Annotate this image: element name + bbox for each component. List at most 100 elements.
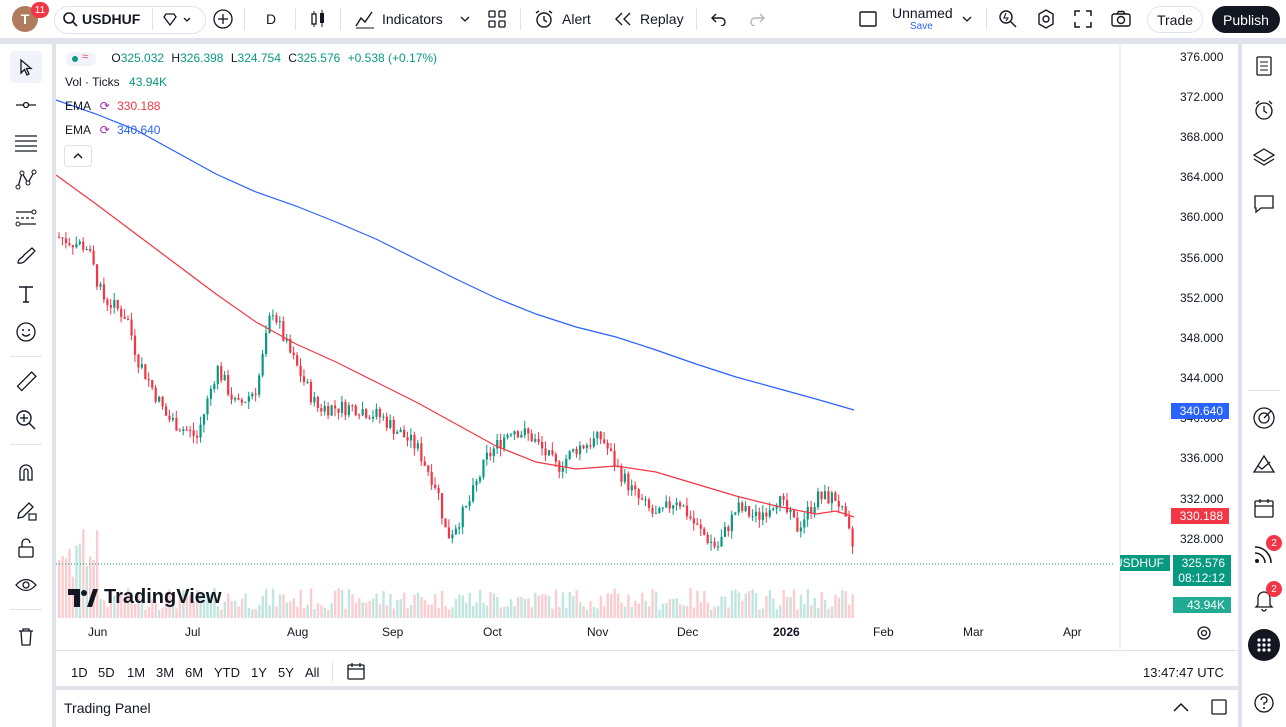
pattern-icon[interactable] [10,164,42,196]
streams-icon[interactable] [1248,538,1280,570]
apps-grid-icon[interactable] [1248,629,1280,661]
help-icon[interactable] [1248,687,1280,719]
zoom-in-icon[interactable] [10,404,42,436]
calendar-icon[interactable] [1248,492,1280,524]
text-tool-icon[interactable] [10,278,42,310]
candles-icon[interactable] [309,0,327,38]
chevron-down-icon[interactable] [460,0,470,38]
alert-button[interactable]: Alert [562,11,591,27]
layout-checkbox-icon[interactable] [858,0,878,38]
date-range-icon[interactable] [346,661,366,686]
magnet-icon[interactable] [10,456,42,488]
pencil-lock-icon[interactable] [10,494,42,526]
range-ytd[interactable]: YTD [214,665,240,680]
candle-body [399,429,402,433]
range-5y[interactable]: 5Y [278,665,294,680]
candle-body [351,405,354,407]
range-3m[interactable]: 3M [156,665,175,680]
range-1y[interactable]: 1Y [251,665,267,680]
legend-volume[interactable]: Vol · Ticks 43.94K [65,75,168,89]
axis-settings-icon[interactable] [1196,625,1212,646]
chevron-up-icon[interactable] [1172,700,1190,718]
candle-body [499,439,502,449]
volume-bar [817,608,820,618]
symbol-name[interactable]: USDHUF [82,11,141,27]
layout-save-label[interactable]: Save [910,20,933,32]
cursor-icon[interactable] [10,51,42,83]
replay-icon[interactable] [614,0,632,38]
tradingview-watermark[interactable]: TradingView [68,586,221,609]
trash-icon[interactable] [10,621,42,653]
horizontal-lines-icon[interactable] [10,127,42,159]
layout-name[interactable]: Unnamed [892,5,953,21]
brush-icon[interactable] [10,240,42,272]
symbol-search[interactable] [54,6,206,34]
volume-bar [68,548,71,618]
undo-icon[interactable] [710,0,728,38]
alarm-clock-icon[interactable] [534,0,554,38]
utc-clock[interactable]: 13:47:47 UTC [1143,665,1224,680]
compare-icon[interactable] [162,0,192,38]
candle-body [844,506,847,517]
collapse-legend-button[interactable] [64,145,92,167]
candle-body [782,496,785,500]
range-1d[interactable]: 1D [71,665,88,680]
candle-body [275,315,278,323]
volume-bar [158,609,161,618]
target-icon[interactable] [1248,402,1280,434]
price-label: 348.000 [1180,331,1224,345]
range-1m[interactable]: 1M [127,665,146,680]
layout-chevron-icon[interactable] [962,0,972,38]
volume-bar [427,604,430,618]
legend-ema-fast[interactable]: EMA ⟳ 330.188 [65,99,161,113]
volume-bar [416,592,420,618]
interval-button[interactable]: D [266,11,277,27]
price-chart[interactable] [56,44,1238,650]
volume-bar [430,604,433,618]
quick-search-icon[interactable] [997,0,1019,38]
range-5d[interactable]: 5D [98,665,115,680]
volume-bar [461,595,465,618]
volume-bar [199,591,202,618]
lock-icon[interactable] [10,532,42,564]
chat-icon[interactable] [1248,188,1280,220]
maximize-icon[interactable] [1210,698,1228,721]
candle-body [589,445,592,447]
candle-body [130,319,133,336]
eye-icon[interactable] [10,569,42,601]
trend-line-icon[interactable] [10,89,42,121]
price-label: 328.000 [1180,532,1224,546]
candle-body [420,443,423,462]
watchlist-icon[interactable] [1248,50,1280,82]
range-6m[interactable]: 6M [185,665,204,680]
publish-button[interactable]: Publish [1212,6,1280,33]
trading-panel-title[interactable]: Trading Panel [64,700,151,716]
camera-icon[interactable] [1110,0,1132,38]
candle-body [116,299,119,309]
volume-bar [610,593,613,618]
alerts-clock-icon[interactable] [1248,94,1280,126]
volume-bar [692,607,696,618]
ema-fast-price-tag: 330.188 [1171,508,1229,524]
ideas-icon[interactable] [1248,448,1280,480]
indicators-icon[interactable] [354,0,376,38]
ruler-icon[interactable] [10,366,42,398]
layers-icon[interactable] [1248,141,1280,173]
add-symbol-icon[interactable] [212,0,234,38]
fullscreen-icon[interactable] [1073,0,1093,38]
candle-body [337,408,340,413]
candle-body [596,431,599,439]
chart-pane[interactable]: ≈ O325.032 H326.398 L324.754 C325.576 +0… [56,44,1238,686]
fib-retracement-icon[interactable] [10,202,42,234]
range-all[interactable]: All [305,665,320,680]
indicators-button[interactable]: Indicators [382,11,443,27]
replay-button[interactable]: Replay [640,11,684,27]
legend-ema-slow[interactable]: EMA ⟳ 340.640 [65,123,161,137]
emoji-icon[interactable] [10,316,42,348]
redo-icon[interactable] [748,0,766,38]
trade-button[interactable]: Trade [1147,6,1203,33]
legend-status-icon[interactable]: ≈ [66,51,96,66]
layouts-grid-icon[interactable] [488,0,506,38]
trading-panel[interactable]: Trading Panel [56,690,1238,727]
settings-gear-icon[interactable] [1035,0,1057,38]
